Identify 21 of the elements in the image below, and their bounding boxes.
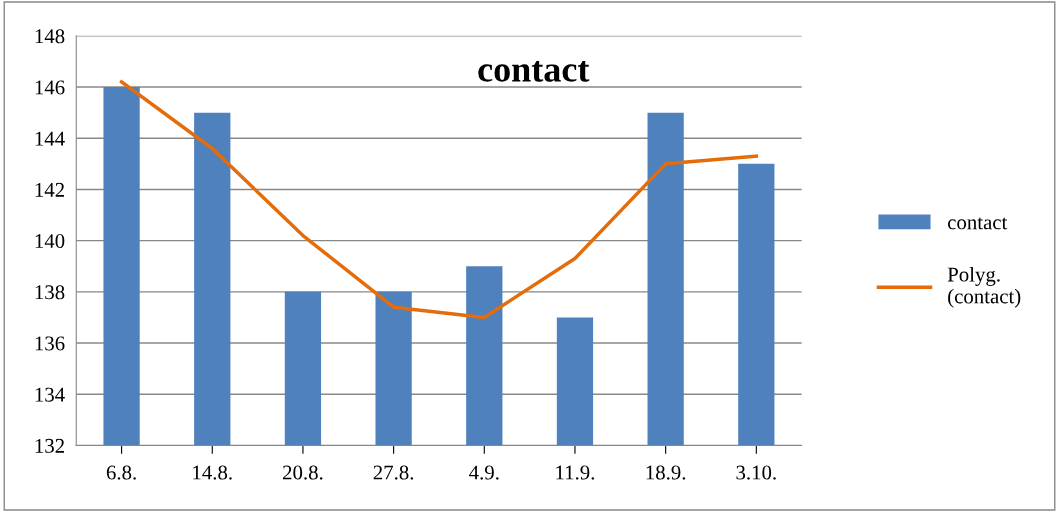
x-tick-label: 4.9. [469,465,499,480]
legend-label: contact [947,217,1008,230]
y-tick-label: 136 [35,336,65,351]
y-tick-label: 132 [35,438,64,453]
x-tick-label: 14.8. [193,465,232,480]
legend-label: Polyg. (contact) [947,266,1021,308]
chart-title: contact [478,61,590,82]
y-tick-label: 134 [35,387,65,402]
x-tick-label: 20.8. [283,465,323,480]
x-tick-label: 27.8. [373,465,414,480]
y-tick-label: 138 [35,285,65,300]
x-tick-label: 6.8. [106,465,136,480]
x-tick-label: 3.10. [736,465,776,480]
y-tick-label: 140 [35,234,65,249]
x-tick-label: 18.9. [646,465,686,480]
y-tick-label: 146 [35,80,65,95]
y-tick-label: 142 [35,182,64,197]
y-tick-label: 144 [35,131,65,146]
line-series [119,80,759,320]
x-tick-label: 11.9. [556,465,595,480]
y-tick-label: 148 [35,29,65,44]
